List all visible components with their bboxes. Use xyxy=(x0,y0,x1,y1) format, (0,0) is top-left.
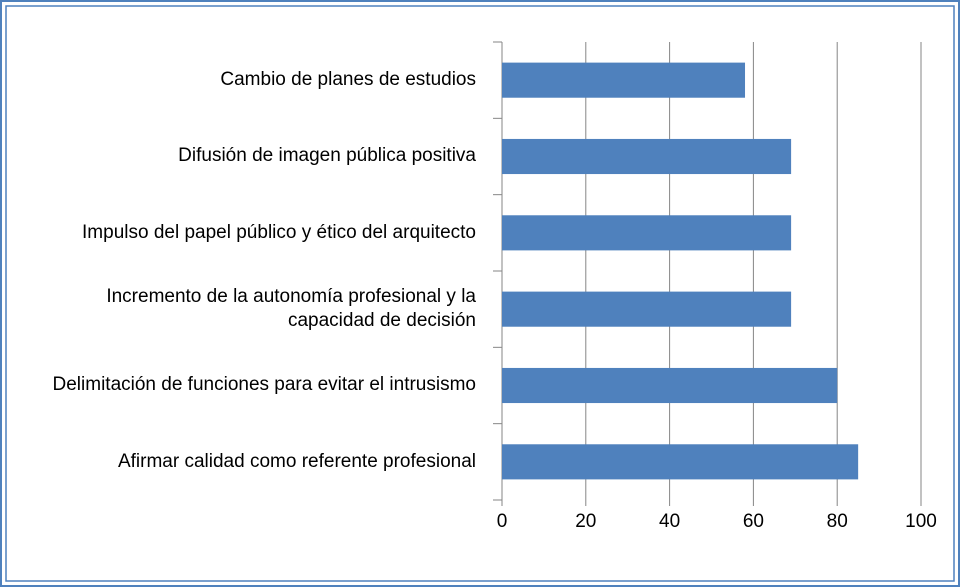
category-text: Difusión de imagen pública positiva xyxy=(178,145,476,167)
category-text: Incremento de la autonomía profesional y… xyxy=(106,286,476,332)
y-tick-label: Afirmar calidad como referente profesion… xyxy=(30,424,476,500)
x-tick-label: 80 xyxy=(827,511,848,532)
y-tick-label: Incremento de la autonomía profesional y… xyxy=(30,271,476,347)
category-text: Delimitación de funciones para evitar el… xyxy=(52,374,476,396)
y-tick-label: Difusión de imagen pública positiva xyxy=(30,118,476,194)
frame-inner xyxy=(5,5,955,582)
bar xyxy=(502,291,792,327)
x-tick-label: 20 xyxy=(575,511,596,532)
y-tick-label: Impulso del papel público y ético del ar… xyxy=(30,195,476,271)
x-tick-label: 60 xyxy=(743,511,764,532)
y-tick-label: Cambio de planes de estudios xyxy=(30,42,476,118)
x-tick-label: 40 xyxy=(659,511,680,532)
category-text: Afirmar calidad como referente profesion… xyxy=(117,450,476,472)
bar xyxy=(502,138,792,175)
x-tick-label: 100 xyxy=(905,511,937,532)
bar xyxy=(502,444,859,480)
category-text: Impulso del papel público y ético del ar… xyxy=(82,221,476,243)
bar xyxy=(502,215,792,251)
bar xyxy=(502,367,838,404)
x-tick-label: 0 xyxy=(497,511,508,532)
bar xyxy=(502,62,746,98)
category-text: Cambio de planes de estudios xyxy=(220,69,476,91)
y-tick-label: Delimitación de funciones para evitar el… xyxy=(30,347,476,423)
